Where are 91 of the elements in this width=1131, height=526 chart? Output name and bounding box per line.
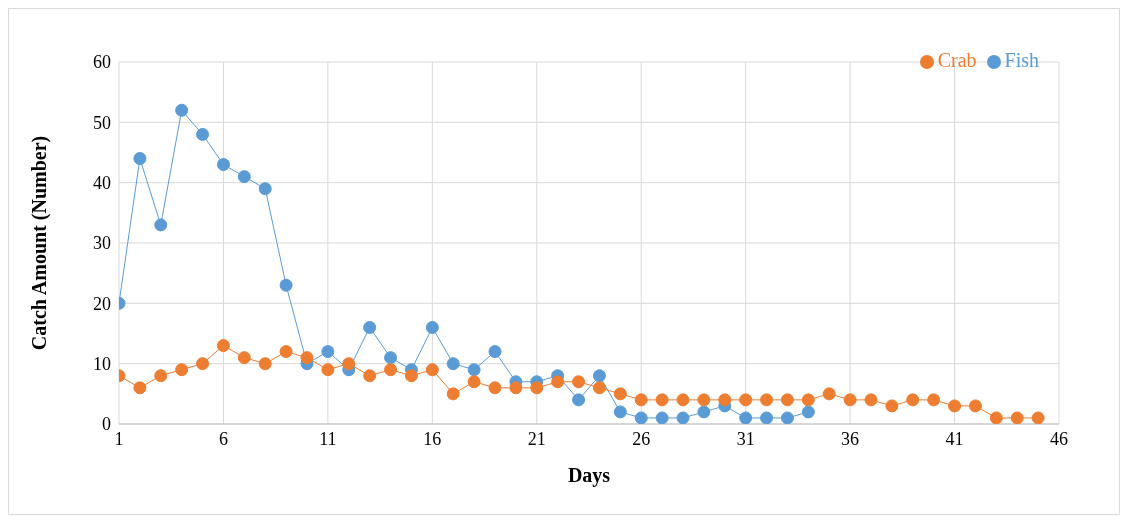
point: [780, 393, 794, 407]
point: [216, 339, 230, 353]
y-tick-label: 30: [93, 233, 111, 254]
x-tick-label: 36: [841, 428, 860, 449]
point: [363, 369, 377, 383]
point: [384, 363, 398, 377]
point: [843, 393, 857, 407]
x-tick-label: 1: [114, 428, 124, 449]
point: [801, 393, 815, 407]
point: [509, 381, 523, 395]
point: [718, 393, 732, 407]
x-tick-label: 21: [527, 428, 546, 449]
point: [634, 393, 648, 407]
point: [425, 363, 439, 377]
point: [467, 375, 481, 389]
point: [196, 127, 210, 141]
point: [384, 351, 398, 365]
point: [446, 357, 460, 371]
point: [989, 411, 1003, 424]
point: [279, 278, 293, 292]
point: [175, 363, 189, 377]
y-tick-label: 0: [102, 414, 111, 435]
point: [864, 393, 878, 407]
point: [425, 320, 439, 334]
point: [572, 375, 586, 389]
point: [613, 405, 627, 419]
y-tick-label: 50: [93, 112, 111, 133]
point: [613, 387, 627, 401]
x-tick-label: 46: [1050, 428, 1068, 449]
y-tick-label: 20: [93, 293, 111, 314]
point: [760, 393, 774, 407]
point: [822, 387, 836, 401]
point: [258, 357, 272, 371]
point: [780, 411, 794, 424]
point: [655, 393, 669, 407]
point: [488, 345, 502, 359]
point: [592, 381, 606, 395]
point: [175, 103, 189, 117]
point: [739, 393, 753, 407]
point: [133, 381, 147, 395]
point: [697, 393, 711, 407]
point: [321, 345, 335, 359]
x-tick-label: 31: [736, 428, 755, 449]
y-tick-label: 60: [93, 52, 111, 73]
point: [676, 411, 690, 424]
point: [530, 381, 544, 395]
point: [676, 393, 690, 407]
point: [154, 369, 168, 383]
point: [342, 357, 356, 371]
point: [906, 393, 920, 407]
point: [1031, 411, 1045, 424]
point: [885, 399, 899, 413]
x-tick-label: 16: [423, 428, 442, 449]
point: [760, 411, 774, 424]
x-tick-label: 26: [632, 428, 651, 449]
y-tick-label: 40: [93, 173, 111, 194]
point: [592, 369, 606, 383]
x-tick-label: 11: [319, 428, 337, 449]
point: [801, 405, 815, 419]
point: [968, 399, 982, 413]
x-tick-label: 6: [218, 428, 228, 449]
point: [467, 363, 481, 377]
point: [446, 387, 460, 401]
point: [133, 152, 147, 166]
point: [237, 170, 251, 184]
legend-label: Crab: [937, 49, 977, 71]
point: [948, 399, 962, 413]
point: [321, 363, 335, 377]
point: [655, 411, 669, 424]
point: [404, 369, 418, 383]
point: [488, 381, 502, 395]
legend-label: Fish: [1004, 49, 1039, 71]
point: [300, 351, 314, 365]
y-axis-title: Catch Amount (Number): [28, 135, 52, 351]
point: [154, 218, 168, 232]
y-tick-label: 10: [93, 354, 111, 375]
point: [927, 393, 941, 407]
point: [279, 345, 293, 359]
point: [551, 375, 565, 389]
point: [196, 357, 210, 371]
point: [739, 411, 753, 424]
x-tick-label: 41: [945, 428, 964, 449]
point: [216, 158, 230, 172]
point: [697, 405, 711, 419]
point: [258, 182, 272, 196]
point: [363, 320, 377, 334]
point: [634, 411, 648, 424]
x-axis-title: Days: [567, 464, 611, 487]
point: [1010, 411, 1024, 424]
point: [237, 351, 251, 365]
point: [572, 393, 586, 407]
